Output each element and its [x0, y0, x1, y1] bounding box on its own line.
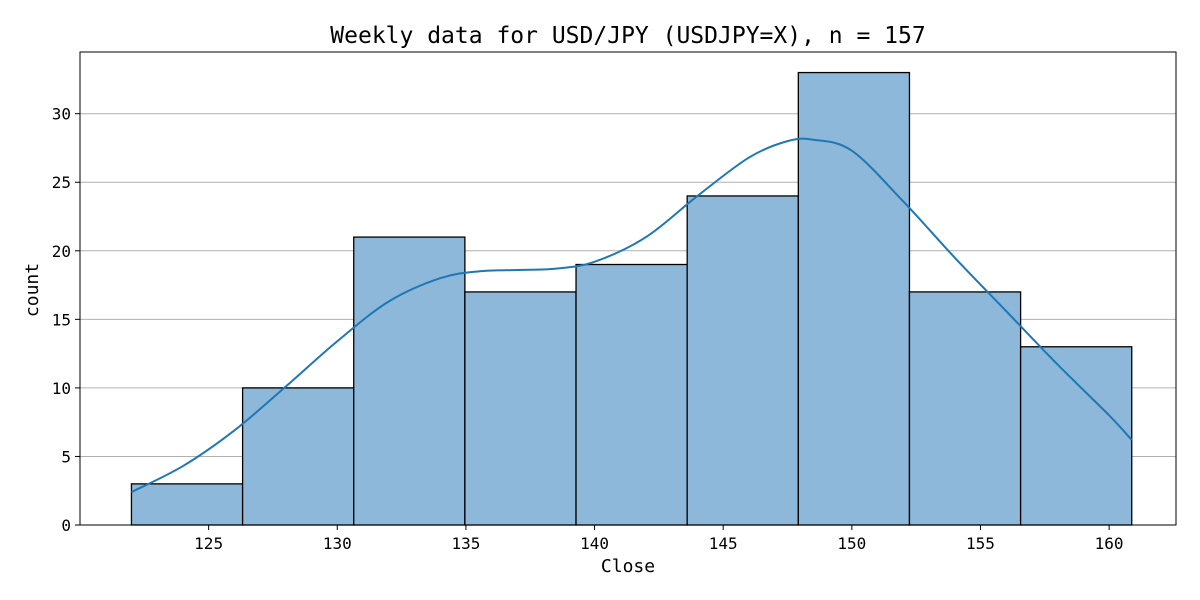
x-tick-label-130: 130: [323, 534, 352, 553]
y-tick-label-0: 0: [61, 516, 71, 535]
kde-curve-layer: [131, 137, 1133, 493]
x-axis-label: Close: [601, 556, 655, 577]
y-tick-label-25: 25: [52, 173, 71, 192]
plot-frame: [79, 51, 1177, 526]
x-tick-label-125: 125: [194, 534, 223, 553]
histogram-bar-5: [575, 263, 688, 526]
y-tick-label-5: 5: [61, 447, 71, 466]
y-axis-label: count: [22, 263, 43, 317]
kde-curve: [131, 137, 1133, 493]
histogram-bar-8: [908, 291, 1022, 526]
chart-title: Weekly data for USD/JPY (USDJPY=X), n = …: [330, 23, 925, 49]
axes: 125 130 135 140 145 150 155 160 0 5 10 15 20 25 30: [52, 51, 1177, 553]
histogram-bars: [130, 71, 1133, 526]
histogram-bar-6: [686, 195, 799, 526]
histogram-bar-9: [1019, 346, 1133, 526]
y-tick-label-15: 15: [52, 310, 71, 329]
x-tick-label-140: 140: [580, 534, 609, 553]
x-tick-label-155: 155: [966, 534, 995, 553]
x-tick-label-135: 135: [451, 534, 480, 553]
y-tick-label-10: 10: [52, 379, 71, 398]
histogram-bar-3: [353, 236, 466, 526]
histogram-bar-1: [130, 483, 244, 526]
y-tick-label-30: 30: [52, 105, 71, 124]
x-tick-label-145: 145: [709, 534, 738, 553]
histogram-bar-4: [464, 291, 577, 526]
x-tick-label-160: 160: [1095, 534, 1124, 553]
y-tick-label-20: 20: [52, 242, 71, 261]
x-tick-label-150: 150: [837, 534, 866, 553]
